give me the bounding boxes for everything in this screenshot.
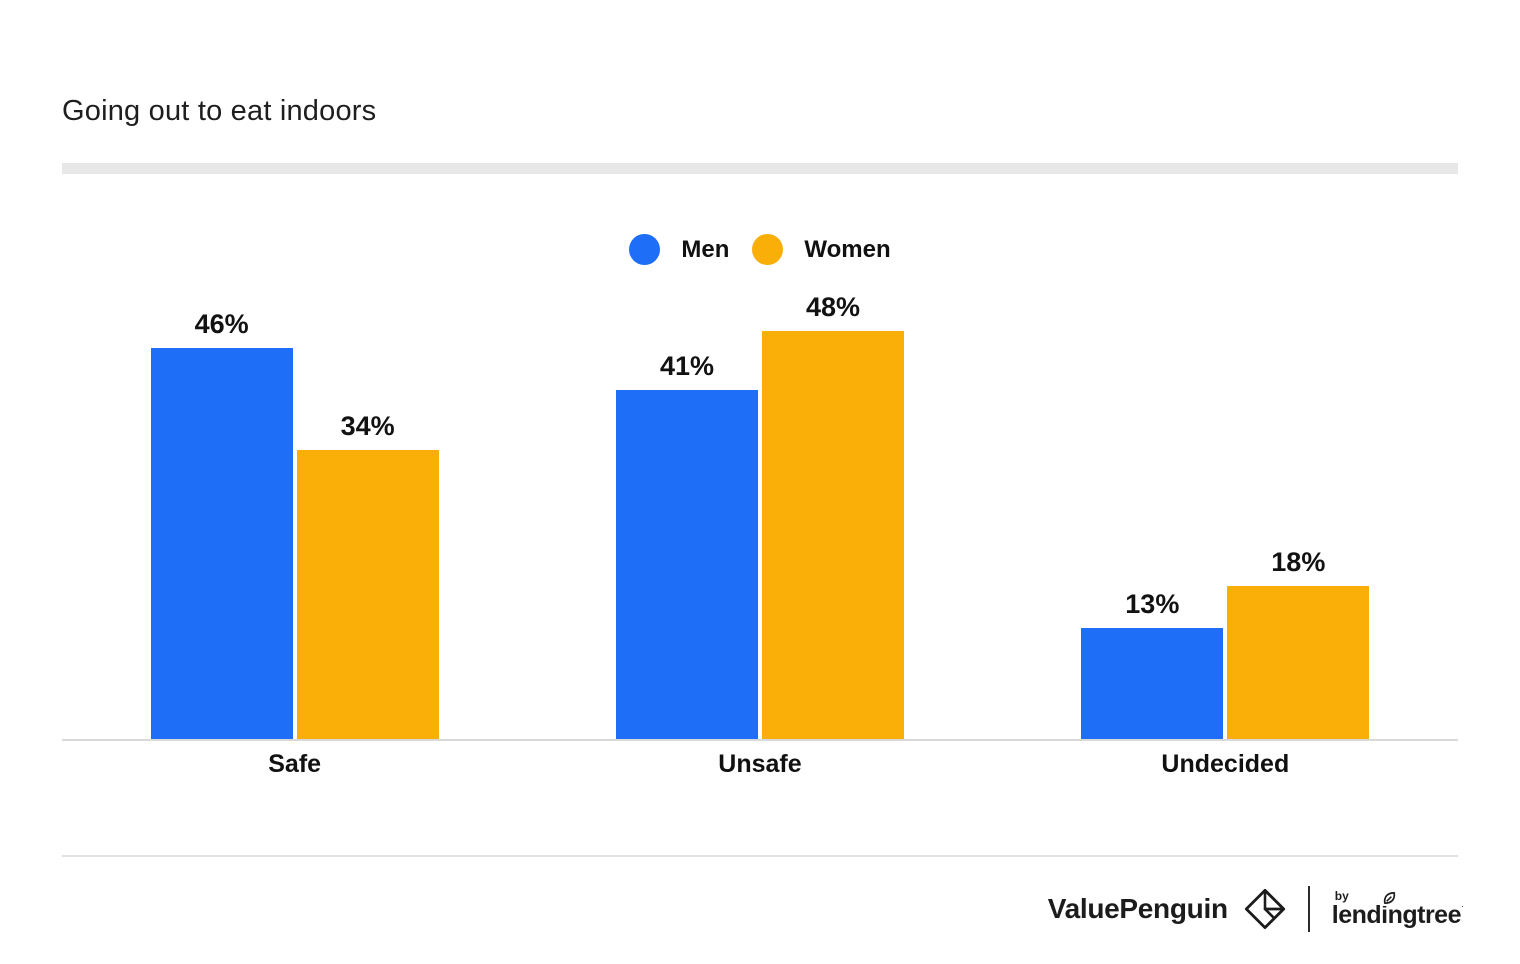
legend-label: Women (804, 235, 891, 263)
bar-value-label: 18% (1271, 547, 1326, 577)
bar-men-undecided (1081, 628, 1224, 739)
category-label-safe: Safe (268, 750, 322, 778)
legend-item-men: Men (629, 234, 729, 265)
bar-wrap: 48% (761, 292, 904, 739)
bar-men-unsafe (615, 390, 758, 739)
by-label: by (1334, 888, 1349, 903)
valuepenguin-diamond-icon (1244, 888, 1285, 930)
category-label-unsafe: Unsafe (718, 750, 802, 778)
bar-group-unsafe: 41% 48% (527, 292, 992, 739)
bar-men-safe (150, 348, 293, 739)
chart-title: Going out to eat indoors (62, 95, 377, 127)
lendingtree-wordmark: lendingtree· (1332, 890, 1464, 930)
bar-wrap: 46% (150, 309, 293, 739)
valuepenguin-wordmark: ValuePenguin (1047, 893, 1228, 924)
bar-value-label: 13% (1125, 589, 1180, 619)
bar-group-safe: 46% 34% (62, 309, 527, 739)
legend: Men Women (62, 234, 1458, 265)
footer-logo: ValuePenguin by lendingtree· (1048, 886, 1464, 932)
bar-value-label: 46% (194, 309, 249, 339)
bottom-divider (62, 855, 1458, 857)
trademark-dot: · (1461, 900, 1464, 911)
leaf-icon (1381, 890, 1397, 906)
legend-dot-women (752, 234, 784, 265)
legend-label: Men (681, 235, 730, 263)
lendingtree-block: by lendingtree· (1332, 889, 1464, 930)
bar-wrap: 18% (1227, 547, 1370, 739)
category-label-undecided: Undecided (1161, 750, 1290, 778)
bar-women-safe (296, 450, 439, 739)
bar-wrap: 41% (615, 351, 758, 739)
bar-value-label: 41% (659, 351, 714, 381)
legend-item-women: Women (752, 234, 891, 265)
bar-value-label: 34% (340, 411, 395, 441)
legend-dot-men (629, 234, 661, 265)
logo-divider (1307, 886, 1310, 932)
bar-women-unsafe (761, 331, 904, 739)
bar-wrap: 34% (296, 411, 439, 739)
bar-group-undecided: 13% 18% (993, 316, 1458, 739)
title-divider (62, 163, 1458, 174)
plot-area: 46% 34% 41% 48% 13% 18% (62, 292, 1458, 741)
bar-value-label: 48% (805, 292, 860, 322)
bar-wrap: 13% (1081, 589, 1224, 739)
bar-women-undecided (1227, 586, 1370, 739)
category-labels: Safe Unsafe Undecided (62, 750, 1458, 779)
